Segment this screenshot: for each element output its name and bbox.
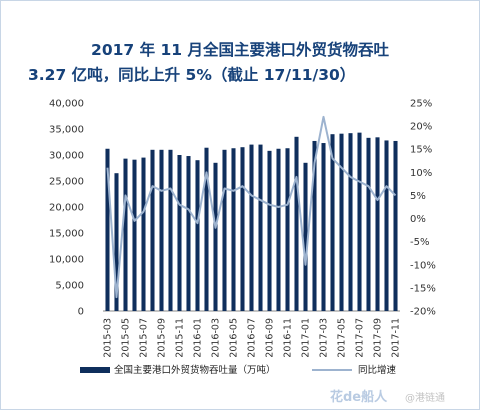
left-tick-label: 25,000 <box>49 177 84 188</box>
x-tick-label: 2017-03 <box>319 318 330 358</box>
bar-2015-12 <box>186 156 191 311</box>
bar-2017-09 <box>375 137 380 311</box>
x-tick-label: 2016-07 <box>247 318 258 358</box>
right-axis-ticks: -20% -15% -10% -5% 0% 5% 10% 15% 20% 25% <box>410 99 436 318</box>
left-tick-label: 40,000 <box>49 99 84 110</box>
bar-2016-04 <box>222 149 227 311</box>
watermark-source: @港链通 <box>405 393 445 404</box>
x-tick-label: 2016-05 <box>229 318 240 358</box>
bar-2016-01 <box>195 160 200 311</box>
right-tick-label: -20% <box>410 307 436 318</box>
bar-2017-11 <box>393 140 398 311</box>
right-tick-label: 5% <box>410 191 426 202</box>
x-tick-label: 2015-05 <box>121 318 132 358</box>
bar-2015-06 <box>132 159 137 311</box>
left-tick-label: 15,000 <box>49 229 84 240</box>
left-tick-label: 0 <box>78 307 84 318</box>
left-tick-label: 35,000 <box>49 125 84 136</box>
watermark-brand: 花de船人 <box>330 390 388 405</box>
bar-2017-04 <box>330 134 335 311</box>
growth-rate-line <box>106 115 397 299</box>
left-tick-label: 10,000 <box>49 255 84 266</box>
legend-line-swatch <box>312 369 352 371</box>
right-tick-label: -15% <box>410 283 436 294</box>
x-tick-label: 2016-11 <box>283 318 294 358</box>
right-tick-label: 0% <box>410 214 426 225</box>
bar-2015-09 <box>159 149 164 311</box>
bar-2017-10 <box>384 140 389 311</box>
x-tick-label: 2017-11 <box>391 318 402 358</box>
x-tick-label: 2015-03 <box>103 318 114 358</box>
x-tick-label: 2017-01 <box>301 318 312 358</box>
legend-line-label: 同比增速 <box>358 365 397 376</box>
left-tick-label: 5,000 <box>55 281 84 292</box>
bar-2016-02 <box>204 147 209 311</box>
legend-bar-swatch <box>80 367 110 373</box>
chart-title-line-2: 3.27 亿吨，同比上升 5%（截止 17/11/30） <box>28 66 356 84</box>
x-tick-label: 2017-07 <box>355 318 366 358</box>
x-tick-label: 2015-07 <box>139 318 150 358</box>
bar-2016-11 <box>285 148 290 311</box>
x-tick-label: 2017-09 <box>373 318 384 358</box>
bar-2016-10 <box>276 148 281 311</box>
bar-2017-07 <box>357 132 362 311</box>
bar-2015-03 <box>105 148 110 311</box>
bar-2015-04 <box>114 173 119 311</box>
bar-2016-12 <box>294 136 299 311</box>
bar-2016-08 <box>258 144 263 311</box>
bar-2015-10 <box>168 149 173 311</box>
bar-2016-06 <box>240 147 245 311</box>
chart-title-line-1: 2017 年 11 月全国主要港口外贸货物吞吐 <box>91 41 389 59</box>
x-tick-label: 2016-03 <box>211 318 222 358</box>
right-tick-label: -5% <box>410 237 429 248</box>
right-tick-label: 10% <box>410 168 432 179</box>
right-tick-label: 25% <box>410 99 432 110</box>
x-tick-label: 2015-11 <box>175 318 186 358</box>
x-tick-label: 2016-01 <box>193 318 204 358</box>
bar-2016-07 <box>249 144 254 311</box>
bar-2017-01 <box>303 162 308 311</box>
left-tick-label: 20,000 <box>49 203 84 214</box>
bar-2015-08 <box>150 149 155 311</box>
right-tick-label: 20% <box>410 122 432 133</box>
bar-2017-03 <box>321 143 326 311</box>
left-axis-ticks: 0 5,000 10,000 15,000 20,000 25,000 30,000 35,0… <box>49 99 84 318</box>
x-tick-label: 2016-09 <box>265 318 276 358</box>
bar-2015-05 <box>123 158 128 311</box>
bar-2016-03 <box>213 162 218 311</box>
bar-2017-08 <box>366 137 371 311</box>
bar-series <box>105 132 398 311</box>
bar-2016-09 <box>267 150 272 311</box>
legend-bar-label: 全国主要港口外贸货物吞吐量（万吨） <box>114 365 276 376</box>
bar-2015-11 <box>177 155 182 311</box>
bar-2016-05 <box>231 148 236 311</box>
x-tick-label: 2015-09 <box>157 318 168 358</box>
x-axis-ticks: 2015-03 2015-05 2015-07 2015-09 2015-11 2016-… <box>103 318 402 358</box>
bar-2017-02 <box>312 140 317 311</box>
bar-2017-06 <box>348 133 353 311</box>
right-tick-label: -10% <box>410 260 436 271</box>
bar-2017-05 <box>339 133 344 311</box>
left-tick-label: 30,000 <box>49 151 84 162</box>
bar-2015-07 <box>141 157 146 311</box>
x-tick-label: 2017-05 <box>337 318 348 358</box>
right-tick-label: 15% <box>410 145 432 156</box>
